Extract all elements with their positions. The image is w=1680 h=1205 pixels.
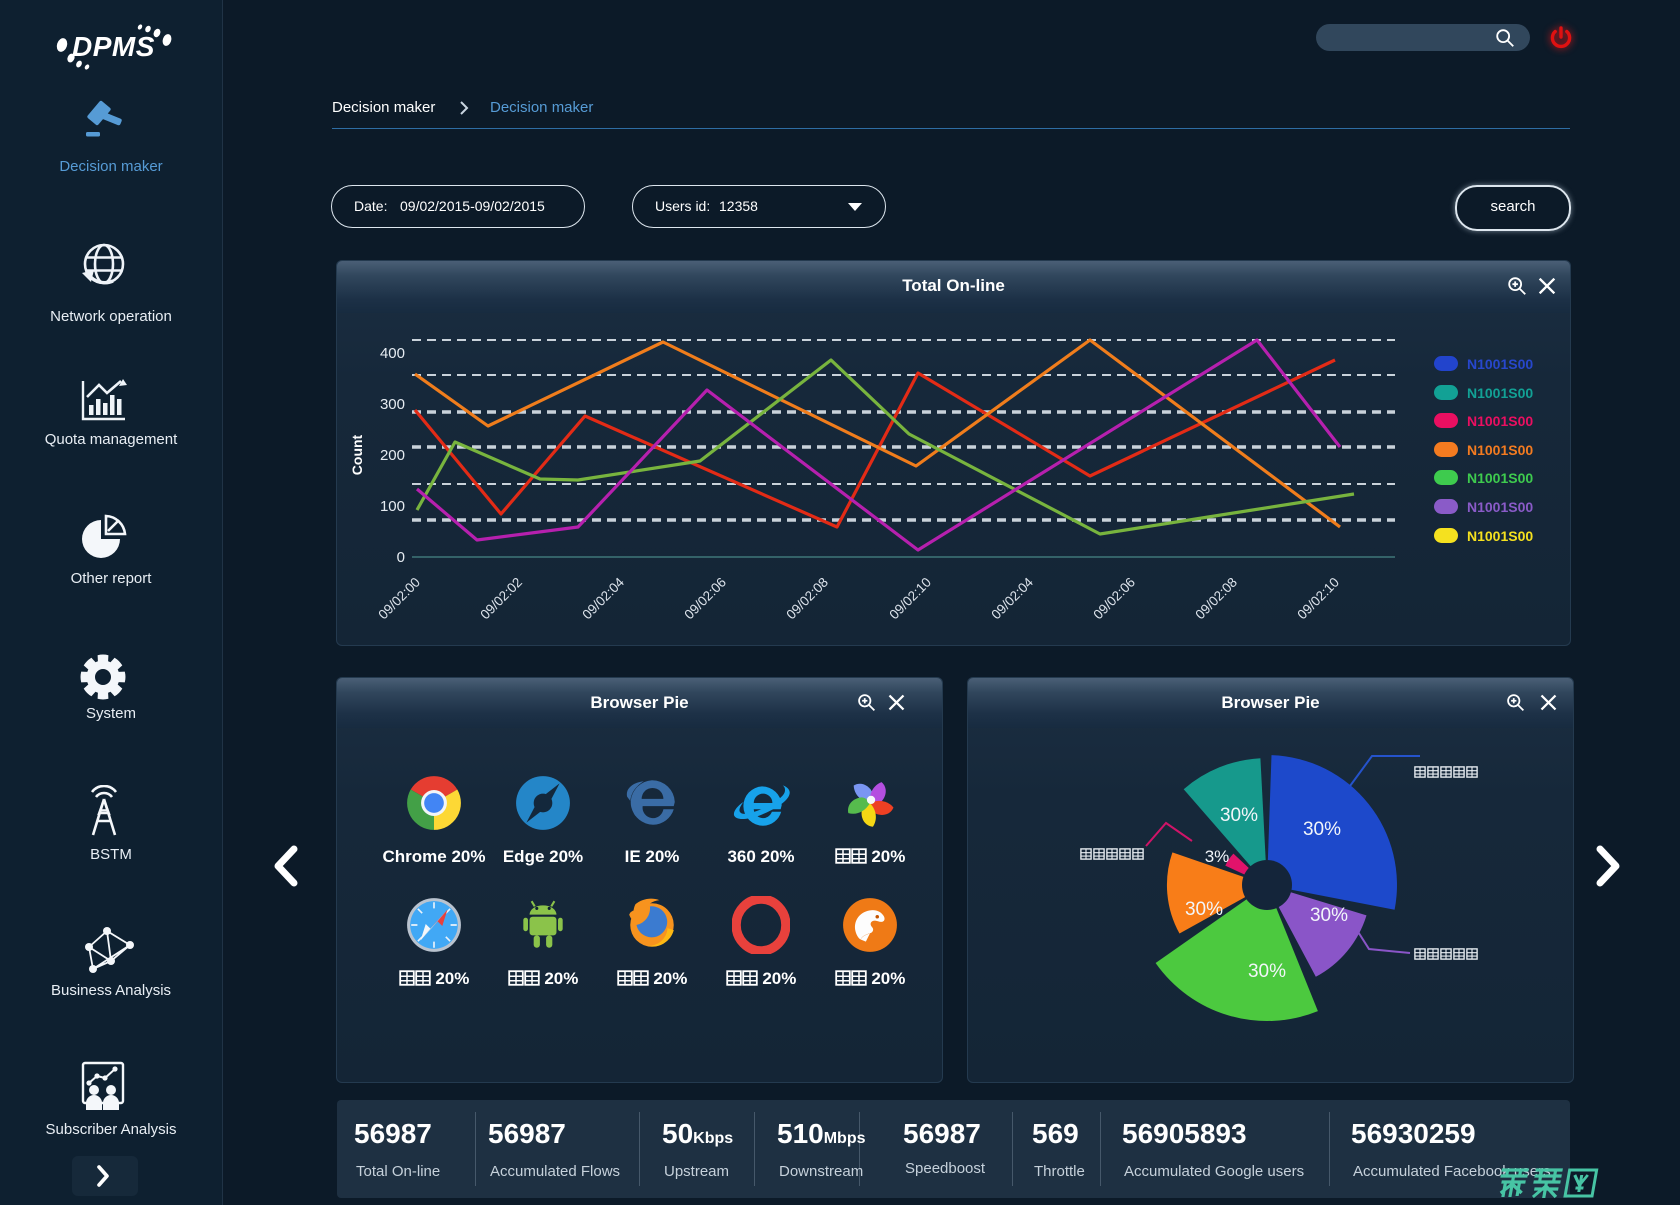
- svg-text:09/02:00: 09/02:00: [375, 575, 423, 623]
- svg-text:09/02:10: 09/02:10: [886, 575, 934, 623]
- svg-text:30%: 30%: [1303, 819, 1341, 840]
- svg-text:N1001S00: N1001S00: [1467, 385, 1533, 401]
- svg-text:DPMS: DPMS: [72, 31, 155, 62]
- svg-text:09/02:08: 09/02:08: [783, 575, 831, 623]
- svg-text:300: 300: [380, 396, 405, 413]
- svg-text:30%: 30%: [1220, 805, 1258, 826]
- svg-text:09/02:08: 09/02:08: [1192, 575, 1240, 623]
- svg-text:0: 0: [397, 549, 405, 566]
- svg-text:30%: 30%: [1248, 961, 1286, 982]
- svg-text:09/02:04: 09/02:04: [579, 574, 627, 622]
- svg-text:09/02:02: 09/02:02: [477, 575, 525, 623]
- svg-text:100: 100: [380, 498, 405, 515]
- svg-text:09/02:10: 09/02:10: [1294, 575, 1342, 623]
- svg-text:30%: 30%: [1185, 899, 1223, 920]
- svg-text:N1001S00: N1001S00: [1467, 442, 1533, 458]
- svg-text:30%: 30%: [1310, 905, 1348, 926]
- svg-text:N1001S00: N1001S00: [1467, 528, 1533, 544]
- svg-text:09/02:06: 09/02:06: [1090, 575, 1138, 623]
- svg-text:N1001S00: N1001S00: [1467, 413, 1533, 429]
- svg-text:3%: 3%: [1205, 847, 1230, 866]
- svg-text:N1001S00: N1001S00: [1467, 499, 1533, 515]
- svg-text:Count: Count: [349, 434, 365, 475]
- svg-text:N1001S00: N1001S00: [1467, 470, 1533, 486]
- svg-text:A: A: [97, 798, 111, 820]
- svg-text:400: 400: [380, 345, 405, 362]
- svg-text:09/02:06: 09/02:06: [681, 575, 729, 623]
- svg-text:09/02:04: 09/02:04: [988, 574, 1036, 622]
- svg-text:200: 200: [380, 447, 405, 464]
- svg-text:N1001S00: N1001S00: [1467, 356, 1533, 372]
